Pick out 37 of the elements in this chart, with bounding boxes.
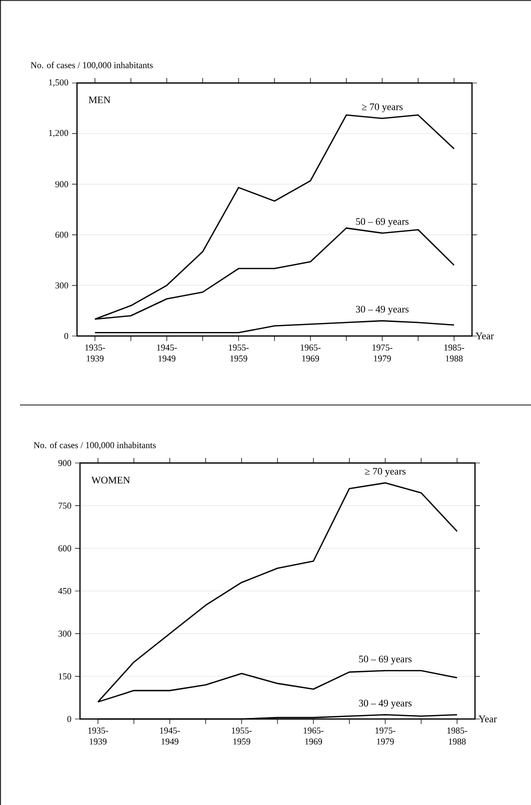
legend-label: ≥ 70 years xyxy=(364,468,406,477)
y-tick-label: 300 xyxy=(55,282,68,288)
series-label: 30 – 49 years xyxy=(359,700,412,709)
series-label: ≥ 70 years xyxy=(362,103,403,112)
y-tick-label: 300 xyxy=(58,630,72,637)
x-tick-label: 1945-1949 xyxy=(160,728,180,745)
y-axis-title: No. of cases / 100,000 inhabitants xyxy=(30,62,153,70)
y-tick-label: 900 xyxy=(55,181,68,188)
y-tick-label: 150 xyxy=(58,673,72,680)
x-tick-label: 1985-1988 xyxy=(444,344,464,362)
x-axis-title: Year xyxy=(476,332,494,340)
y-tick-label: 450 xyxy=(58,588,72,594)
x-tick-label: 1945-1949 xyxy=(157,344,177,362)
y-tick-label: 750 xyxy=(58,502,72,509)
series-label: 50 – 69 years xyxy=(356,218,409,227)
y-tick-label: 1,500 xyxy=(49,79,68,87)
x-tick-label: 1955-1959 xyxy=(228,344,249,362)
x-tick-label: 1975-1979 xyxy=(376,728,396,745)
y-tick-label: 1,200 xyxy=(49,130,68,138)
x-tick-label: 1985-1988 xyxy=(447,728,468,745)
text: WOMEN xyxy=(91,476,130,484)
x-tick-label: 1965-1969 xyxy=(300,344,321,362)
text: MEN xyxy=(88,96,110,104)
series-label: 50 – 69 years xyxy=(359,656,412,664)
y-tick-label: 0 xyxy=(64,332,68,340)
y-axis-title: No. of cases / 100,000 inhabitants xyxy=(34,442,156,450)
y-tick-label: 0 xyxy=(67,716,72,722)
y-tick-label: 600 xyxy=(58,545,72,552)
x-tick-label: 1965-1969 xyxy=(304,728,324,745)
x-axis-title: Year xyxy=(478,716,497,722)
y-tick-label: 600 xyxy=(55,232,68,238)
x-tick-label: 1935-1939 xyxy=(85,344,106,362)
series-label: 30 – 49 years xyxy=(356,306,409,315)
x-tick-label: 1955-1959 xyxy=(232,728,252,745)
x-tick-label: 1975-1979 xyxy=(372,344,392,362)
x-tick-label: 1935-1939 xyxy=(88,728,108,745)
y-tick-label: 900 xyxy=(58,460,72,466)
